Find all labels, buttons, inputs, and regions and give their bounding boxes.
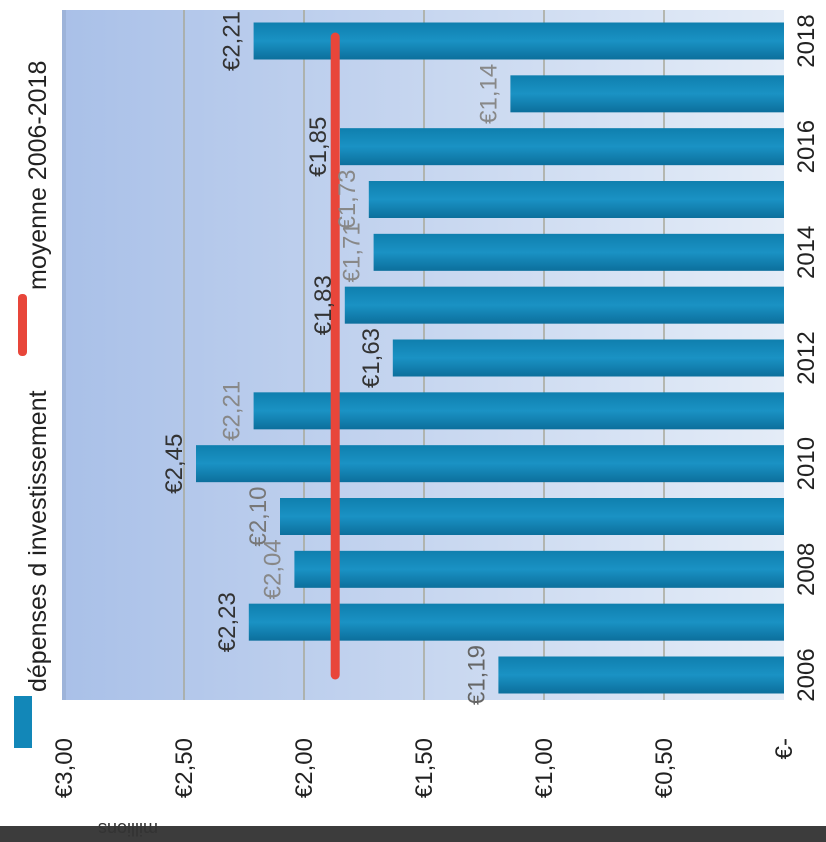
- bar-2014: [373, 233, 784, 271]
- y-tick-label: €2,00: [291, 738, 318, 798]
- data-label-2014: €1,71: [339, 222, 366, 282]
- data-label-2009: €2,10: [245, 486, 272, 546]
- data-label-2010: €2,45: [161, 434, 188, 494]
- y-tick-label: €1,50: [411, 738, 438, 798]
- bar-2016: [340, 128, 784, 166]
- bar-2007: [248, 603, 785, 641]
- x-axis-tick-labels: 2006 2008 2010 2012 2014 2016 2018: [793, 14, 820, 701]
- x-tick-label: 2006: [793, 648, 820, 701]
- legend-label-average: moyenne 2006-2018: [24, 61, 52, 290]
- y-tick-label: €2,50: [171, 738, 198, 798]
- bar-2008: [294, 550, 784, 588]
- legend-label-bars: dépenses d investissement: [24, 390, 52, 692]
- plot-area-edge: [62, 10, 66, 700]
- x-tick-label: 2008: [793, 543, 820, 596]
- y-tick-label: €-: [771, 738, 798, 759]
- y-axis-tick-labels: €- €0,50 €1,00 €1,50 €2,00 €2,50 €3,00: [51, 738, 798, 798]
- data-label-2013: €1,83: [310, 275, 337, 335]
- data-label-2011: €2,21: [219, 381, 246, 441]
- data-label-2007: €2,23: [214, 592, 241, 652]
- y-tick-label: €3,00: [51, 738, 78, 798]
- x-tick-label: 2014: [793, 226, 820, 279]
- bar-2010: [196, 445, 784, 483]
- bar-2013: [344, 286, 784, 324]
- bar-2018: [253, 22, 785, 60]
- data-label-2018: €2,21: [219, 11, 246, 71]
- y-tick-label: €0,50: [651, 738, 678, 798]
- x-tick-label: 2012: [793, 331, 820, 384]
- bar-2012: [392, 339, 784, 377]
- data-label-2008: €2,04: [259, 539, 286, 599]
- unit-label: millions: [98, 819, 158, 839]
- y-tick-label: €1,00: [531, 738, 558, 798]
- data-labels: €1,19 €2,23 €2,04€2,10 €2,45 €2,21 €1,63 €1,83…: [161, 11, 502, 705]
- legend: dépenses d investissement moyenne 2006-2…: [14, 61, 52, 748]
- page-bottom-band: [0, 826, 826, 842]
- legend-swatch-average: [18, 294, 27, 356]
- x-tick-label: 2010: [793, 437, 820, 490]
- bar-2017: [510, 75, 784, 113]
- data-label-2015: €1,73: [334, 169, 361, 229]
- data-label-2012: €1,63: [358, 328, 385, 388]
- data-label-2006: €1,19: [463, 645, 490, 705]
- x-tick-label: 2018: [793, 14, 820, 67]
- bar-2006: [498, 656, 784, 694]
- legend-swatch-bars: [14, 696, 32, 748]
- bar-2009: [280, 498, 784, 535]
- bar-2015: [368, 181, 784, 218]
- data-label-2017: €1,14: [475, 64, 502, 124]
- x-tick-label: 2016: [793, 120, 820, 173]
- bar-2011: [253, 392, 785, 430]
- data-label-2016: €1,85: [305, 117, 332, 177]
